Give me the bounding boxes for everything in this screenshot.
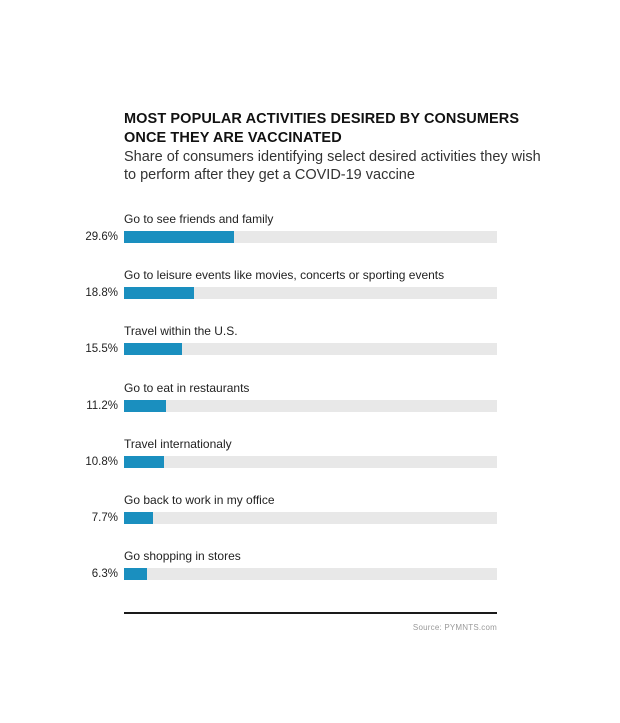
bar-row: Go back to work in my office 7.7%	[0, 493, 620, 533]
bar	[124, 231, 235, 243]
category-label: Go to see friends and family	[124, 212, 274, 226]
bar-track	[124, 343, 497, 356]
bar-row: Go shopping in stores 6.3%	[0, 549, 620, 589]
chart-subtitle: Share of consumers identifying select de…	[124, 149, 541, 183]
bar-row: Travel within the U.S. 15.5%	[0, 324, 620, 364]
chart-title: MOST POPULAR ACTIVITIES DESIRED BY CONSU…	[124, 111, 520, 146]
category-label: Go to eat in restaurants	[124, 380, 250, 395]
bar	[124, 568, 148, 581]
bar	[124, 343, 182, 356]
bar-track	[124, 399, 497, 412]
value-label: 29.6%	[85, 231, 118, 243]
category-label: Travel within the U.S.	[124, 324, 238, 339]
source-note: Source: PYMNTS.com	[412, 623, 497, 632]
bar-row: Go to eat in restaurants 11.2%	[0, 381, 620, 421]
value-label: 11.2%	[86, 399, 118, 412]
chart-baseline	[124, 612, 497, 614]
bar-track	[124, 568, 497, 581]
bar	[124, 455, 165, 468]
bar-row: Go to see friends and family 29.6%	[0, 212, 620, 252]
value-label: 6.3%	[91, 568, 118, 581]
bar-row: Go to leisure events like movies, concer…	[0, 268, 620, 308]
category-label: Go shopping in stores	[124, 549, 241, 564]
chart-header: MOST POPULAR ACTIVITIES DESIRED BY CONSU…	[124, 110, 544, 184]
bar-track	[124, 455, 497, 468]
bar	[124, 287, 195, 300]
value-label: 7.7%	[91, 512, 118, 524]
bar-row: Travel internationaly 10.8%	[0, 437, 620, 477]
category-label: Go to leisure events like movies, concer…	[124, 268, 445, 283]
value-label: 15.5%	[85, 343, 118, 356]
bar	[124, 512, 153, 524]
category-label: Go back to work in my office	[124, 493, 275, 507]
bar-track	[124, 231, 497, 243]
value-label: 18.8%	[85, 287, 118, 300]
bar	[124, 399, 166, 412]
value-label: 10.8%	[85, 455, 118, 468]
bar-track	[124, 512, 497, 524]
category-label: Travel internationaly	[124, 436, 232, 451]
bar-track	[124, 287, 497, 300]
